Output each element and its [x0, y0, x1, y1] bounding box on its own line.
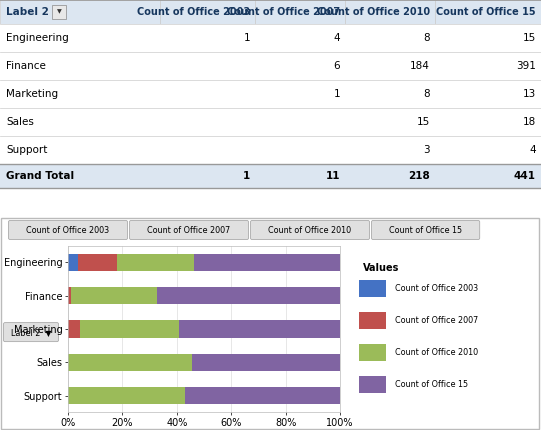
- Bar: [255, 164, 345, 188]
- Bar: [0, 24, 160, 52]
- Text: Label 2  ▼: Label 2 ▼: [11, 327, 51, 337]
- Bar: [81, 320, 179, 338]
- FancyBboxPatch shape: [9, 220, 128, 239]
- Bar: [359, 376, 386, 393]
- Bar: [345, 164, 435, 188]
- Text: Count of Office 2003: Count of Office 2003: [137, 7, 250, 17]
- Bar: [359, 280, 386, 297]
- Text: Count of Office 2010: Count of Office 2010: [268, 226, 352, 235]
- Bar: [435, 80, 541, 108]
- Bar: [359, 312, 386, 329]
- Text: Finance: Finance: [6, 61, 46, 71]
- Bar: [160, 80, 255, 108]
- Bar: [68, 254, 78, 271]
- Text: 8: 8: [424, 33, 430, 43]
- Bar: [345, 0, 435, 24]
- Text: Values: Values: [363, 264, 399, 273]
- Text: Support: Support: [6, 145, 48, 155]
- Bar: [68, 320, 81, 338]
- Bar: [68, 287, 71, 304]
- FancyBboxPatch shape: [3, 323, 58, 342]
- Bar: [160, 52, 255, 80]
- Bar: [435, 136, 541, 164]
- Bar: [0, 108, 160, 136]
- Text: Engineering: Engineering: [6, 33, 69, 43]
- Text: 13: 13: [523, 89, 536, 99]
- Text: ▼: ▼: [57, 10, 61, 15]
- Bar: [179, 320, 340, 338]
- Text: Count of Office 2010: Count of Office 2010: [317, 7, 430, 17]
- Text: Count of Office 15: Count of Office 15: [389, 226, 462, 235]
- Bar: [345, 52, 435, 80]
- Bar: [160, 0, 255, 24]
- Text: Count of Office 2003: Count of Office 2003: [27, 226, 110, 235]
- Bar: [435, 164, 541, 188]
- Text: 184: 184: [410, 61, 430, 71]
- Text: Sales: Sales: [6, 117, 34, 127]
- Bar: [160, 108, 255, 136]
- Text: 4: 4: [333, 33, 340, 43]
- Bar: [345, 108, 435, 136]
- FancyBboxPatch shape: [250, 220, 370, 239]
- Text: 1: 1: [243, 33, 250, 43]
- Text: 218: 218: [408, 171, 430, 181]
- Bar: [255, 24, 345, 52]
- Text: 4: 4: [530, 145, 536, 155]
- Bar: [160, 136, 255, 164]
- Bar: [192, 354, 340, 371]
- Bar: [255, 52, 345, 80]
- Bar: [0, 52, 160, 80]
- Text: 18: 18: [523, 117, 536, 127]
- Bar: [255, 108, 345, 136]
- Text: 15: 15: [417, 117, 430, 127]
- Bar: [160, 24, 255, 52]
- Bar: [435, 24, 541, 52]
- Text: 1: 1: [333, 89, 340, 99]
- Bar: [435, 0, 541, 24]
- Bar: [0, 80, 160, 108]
- Bar: [345, 24, 435, 52]
- Text: 3: 3: [424, 145, 430, 155]
- FancyBboxPatch shape: [372, 220, 480, 239]
- Bar: [71, 287, 157, 304]
- Text: 391: 391: [516, 61, 536, 71]
- Bar: [255, 80, 345, 108]
- Bar: [184, 387, 340, 404]
- FancyBboxPatch shape: [129, 220, 248, 239]
- Bar: [68, 387, 184, 404]
- Text: Count of Office 15: Count of Office 15: [437, 7, 536, 17]
- Bar: [0, 164, 160, 188]
- Bar: [255, 136, 345, 164]
- Text: Count of Office 2003: Count of Office 2003: [395, 284, 478, 293]
- Bar: [0, 136, 160, 164]
- Bar: [68, 354, 192, 371]
- Bar: [194, 254, 340, 271]
- Text: Marketing: Marketing: [6, 89, 58, 99]
- Bar: [435, 52, 541, 80]
- Bar: [78, 254, 116, 271]
- Bar: [160, 164, 255, 188]
- Text: Count of Office 15: Count of Office 15: [395, 380, 469, 389]
- Bar: [345, 136, 435, 164]
- Text: Label 2: Label 2: [6, 7, 49, 17]
- Bar: [345, 80, 435, 108]
- Text: Grand Total: Grand Total: [6, 171, 74, 181]
- Text: Count of Office 2007: Count of Office 2007: [395, 316, 478, 325]
- Bar: [116, 254, 194, 271]
- Text: 1: 1: [243, 171, 250, 181]
- Bar: [359, 344, 386, 361]
- Text: 15: 15: [523, 33, 536, 43]
- Text: Count of Office 2007: Count of Office 2007: [147, 226, 230, 235]
- Text: Count of Office 2010: Count of Office 2010: [395, 348, 478, 357]
- Bar: [435, 108, 541, 136]
- Bar: [0, 0, 160, 24]
- Bar: [157, 287, 340, 304]
- Text: 11: 11: [326, 171, 340, 181]
- Text: 8: 8: [424, 89, 430, 99]
- Bar: [255, 0, 345, 24]
- Text: 441: 441: [514, 171, 536, 181]
- Text: 6: 6: [333, 61, 340, 71]
- Text: Count of Office 2007: Count of Office 2007: [227, 7, 340, 17]
- Bar: [52, 5, 66, 19]
